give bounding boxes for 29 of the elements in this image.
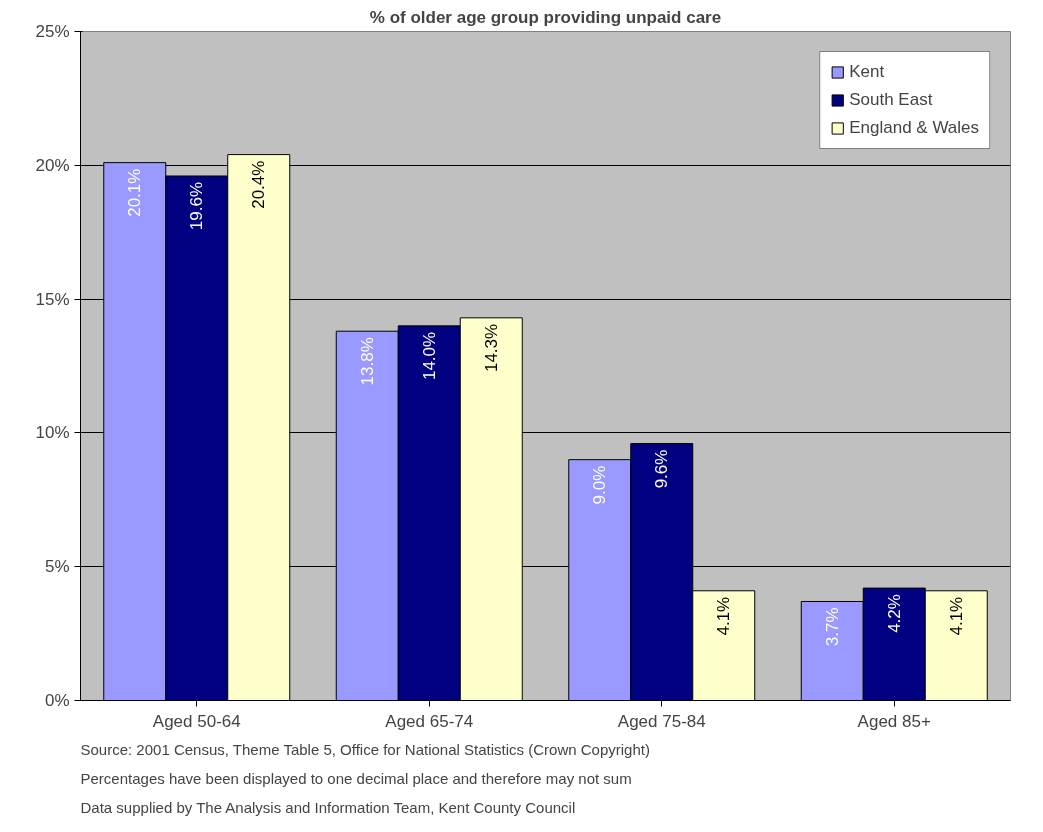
y-tick-label: 5%	[44, 557, 70, 577]
legend-label: England & Wales	[849, 118, 979, 138]
data-label: 13.8%	[357, 337, 377, 386]
y-tick-label: 20%	[35, 155, 70, 175]
data-label: 9.6%	[652, 449, 672, 489]
data-label: 4.1%	[714, 596, 734, 636]
legend-label: Kent	[849, 62, 885, 82]
text: Data supplied by The Analysis and Information Team, Kent County Council	[80, 798, 576, 816]
data-label: 20.1%	[125, 168, 145, 217]
y-tick-label: 10%	[35, 423, 70, 443]
data-label: 14.3%	[481, 323, 501, 373]
text: Percentages have been displayed to one decimal place and therefore may not sum	[80, 769, 632, 787]
data-label: 9.0%	[590, 465, 610, 505]
y-tick-label: 25%	[35, 22, 70, 41]
x-tick-label: Aged 75-84	[617, 711, 706, 731]
chart-title: % of older age group providing unpaid care	[369, 7, 722, 27]
y-tick-label: 0%	[44, 691, 70, 710]
x-tick-label: Aged 85+	[857, 711, 931, 731]
data-label: 19.6%	[187, 182, 207, 231]
x-tick-label: Aged 50-64	[152, 711, 241, 731]
legend-label: South East	[849, 90, 933, 110]
data-label: 4.2%	[884, 594, 904, 633]
data-label: 4.1%	[946, 596, 966, 636]
data-label: 20.4%	[249, 160, 269, 209]
source-note: Source: 2001 Census, Theme Table 5, Office for National Statistics (Crown Copyright)	[80, 740, 650, 758]
y-tick-label: 15%	[35, 289, 70, 309]
data-label: 14.0%	[419, 331, 439, 381]
data-label: 3.7%	[822, 607, 842, 647]
x-tick-label: Aged 65-74	[385, 711, 474, 731]
